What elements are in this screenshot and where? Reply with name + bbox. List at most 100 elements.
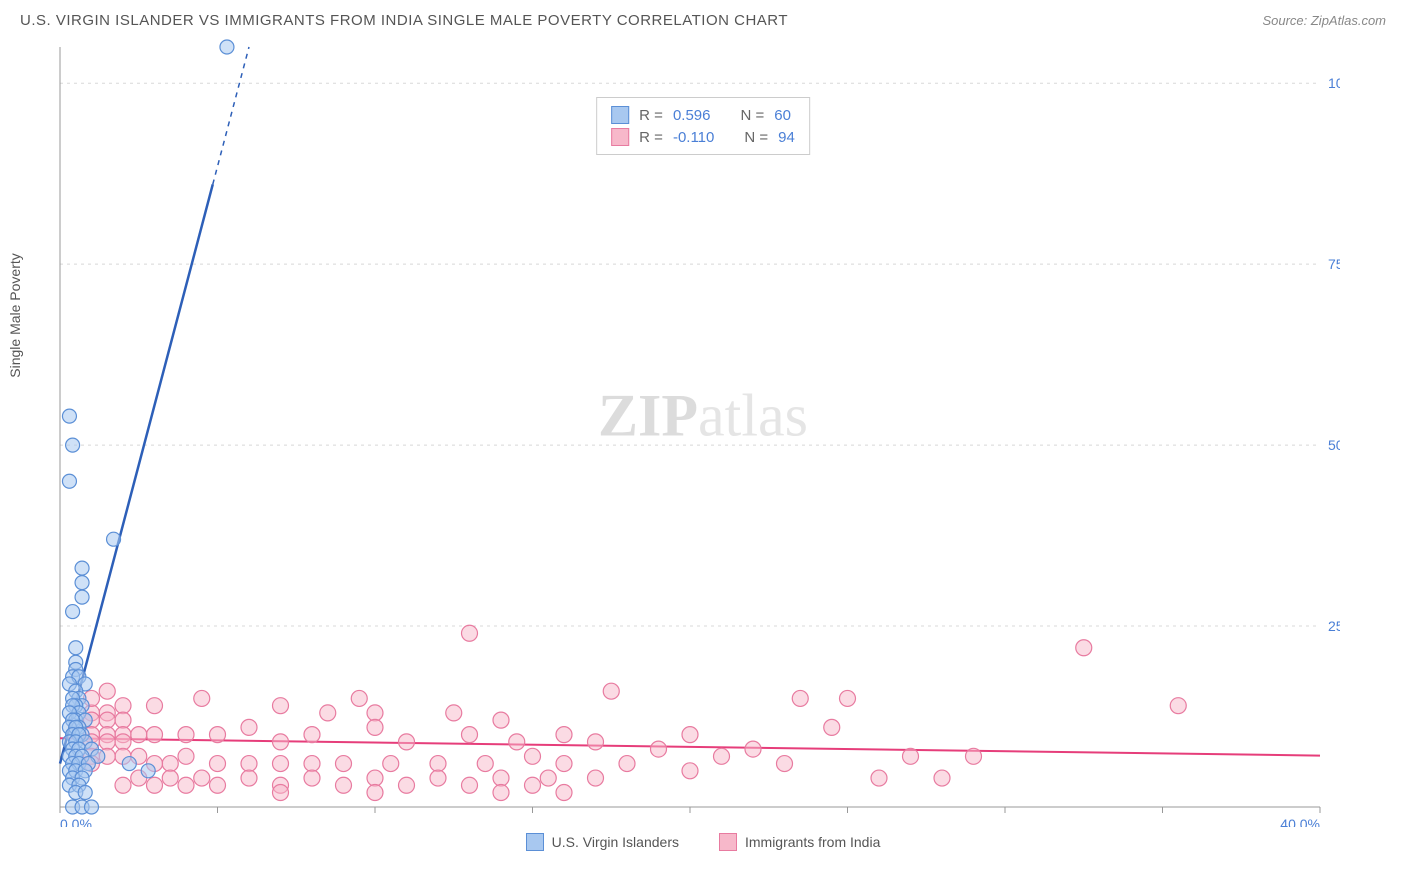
data-point [210,727,226,743]
data-point [351,690,367,706]
data-point [824,719,840,735]
data-point [588,734,604,750]
data-point [115,698,131,714]
data-point [603,683,619,699]
data-point [777,756,793,772]
series-legend: U.S. Virgin Islanders Immigrants from Ind… [0,833,1406,851]
y-tick-label: 75.0% [1328,256,1340,272]
data-point [62,474,76,488]
data-point [871,770,887,786]
data-point [194,770,210,786]
data-point [509,734,525,750]
legend-label: Immigrants from India [745,834,880,850]
data-point [367,770,383,786]
data-point [75,590,89,604]
data-point [147,727,163,743]
data-point [966,748,982,764]
data-point [399,777,415,793]
data-point [66,605,80,619]
data-point [85,800,99,814]
legend-swatch [611,106,629,124]
y-tick-label: 25.0% [1328,618,1340,634]
legend-swatch [526,833,544,851]
data-point [273,734,289,750]
data-point [62,409,76,423]
data-point [162,756,178,772]
data-point [383,756,399,772]
data-point [178,727,194,743]
data-point [304,756,320,772]
data-point [840,690,856,706]
data-point [99,734,115,750]
data-point [210,756,226,772]
n-label: N = [740,107,764,124]
data-point [147,777,163,793]
data-point [273,756,289,772]
y-tick-label: 50.0% [1328,437,1340,453]
data-point [525,748,541,764]
data-point [69,641,83,655]
data-point [241,756,257,772]
data-point [304,770,320,786]
data-point [178,748,194,764]
data-point [540,770,556,786]
data-point [493,785,509,801]
data-point [122,757,136,771]
data-point [399,734,415,750]
data-point [336,756,352,772]
data-point [241,719,257,735]
source-label: Source: ZipAtlas.com [1262,13,1386,28]
data-point [194,690,210,706]
data-point [682,727,698,743]
data-point [75,561,89,575]
data-point [714,748,730,764]
data-point [493,712,509,728]
data-point [273,785,289,801]
data-point [588,770,604,786]
data-point [493,770,509,786]
data-point [336,777,352,793]
data-point [115,712,131,728]
data-point [792,690,808,706]
data-point [651,741,667,757]
data-point [320,705,336,721]
scatter-chart: 25.0% 50.0% 75.0% 100.0% 0.0% 40.0% [20,37,1340,827]
data-point [462,727,478,743]
data-point [367,719,383,735]
data-point [556,756,572,772]
legend-item: U.S. Virgin Islanders [526,833,679,851]
data-point [619,756,635,772]
data-point [430,770,446,786]
data-point [934,770,950,786]
data-point [66,438,80,452]
n-label: N = [744,129,768,146]
legend-label: U.S. Virgin Islanders [552,834,679,850]
data-point [273,698,289,714]
r-value: 0.596 [673,107,711,124]
data-point [367,785,383,801]
data-point [162,770,178,786]
data-point [430,756,446,772]
legend-item: Immigrants from India [719,833,880,851]
data-point [446,705,462,721]
data-point [903,748,919,764]
data-point [556,727,572,743]
data-point [462,625,478,641]
x-tick-label: 40.0% [1280,816,1320,827]
data-point [75,576,89,590]
data-point [115,734,131,750]
x-tick-label: 0.0% [60,816,92,827]
data-point [241,770,257,786]
r-label: R = [639,107,663,124]
chart-container: Single Male Poverty 25.0%50.0%75.0%100.0… [20,37,1386,827]
data-point [115,777,131,793]
data-point [477,756,493,772]
r-label: R = [639,129,663,146]
r-value: -0.110 [673,129,714,146]
y-tick-label: 100.0% [1328,75,1340,91]
data-point [107,532,121,546]
data-point [178,777,194,793]
y-axis-label: Single Male Poverty [7,253,23,378]
data-point [210,777,226,793]
stats-row: R =0.596N =60 [611,104,795,126]
